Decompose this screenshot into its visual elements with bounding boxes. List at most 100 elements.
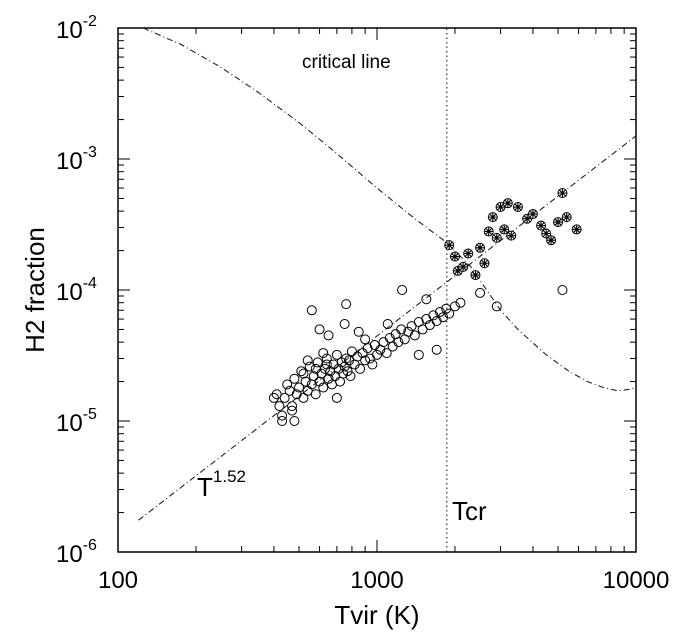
star-cross bbox=[453, 266, 462, 275]
data-point-circle bbox=[355, 363, 366, 374]
star-cross bbox=[503, 199, 512, 208]
data-point-circle bbox=[331, 349, 342, 360]
data-point-circle bbox=[369, 340, 380, 351]
data-point-circle bbox=[387, 341, 398, 352]
data-point-circle bbox=[365, 353, 376, 364]
data-point-star bbox=[479, 258, 490, 269]
chart-points bbox=[268, 188, 582, 426]
star-cross bbox=[471, 271, 480, 280]
data-point-circle bbox=[274, 401, 285, 412]
data-point-star bbox=[561, 212, 572, 223]
star-cross bbox=[492, 233, 501, 242]
data-point-circle bbox=[339, 319, 350, 330]
data-point-star bbox=[458, 261, 469, 272]
y-tick-base: 10 bbox=[56, 410, 83, 437]
data-point-circle bbox=[409, 330, 420, 341]
data-point-circle bbox=[341, 299, 352, 310]
data-point-circle bbox=[279, 392, 290, 403]
star-cross bbox=[464, 249, 473, 258]
data-point-circle bbox=[318, 382, 329, 393]
data-point-circle bbox=[321, 359, 332, 370]
star-cross bbox=[488, 213, 497, 222]
star-cross bbox=[558, 189, 567, 198]
data-point-circle bbox=[312, 357, 323, 368]
data-point-circle bbox=[367, 359, 378, 370]
data-point-circle bbox=[413, 349, 424, 360]
data-point-circle bbox=[310, 389, 321, 400]
data-point-circle bbox=[304, 361, 315, 372]
data-point-circle bbox=[428, 310, 439, 321]
data-point-circle bbox=[396, 324, 407, 335]
star-cross bbox=[480, 259, 489, 268]
y-tick-base: 10 bbox=[56, 148, 83, 175]
data-point-circle bbox=[353, 326, 364, 337]
data-point-circle bbox=[289, 416, 300, 426]
critical-line-label: critical line bbox=[302, 52, 391, 73]
y-tick-exponent: -5 bbox=[83, 406, 97, 423]
data-point-circle bbox=[431, 344, 442, 355]
star-cross bbox=[496, 203, 505, 212]
y-tick-label: 10-4 bbox=[56, 275, 97, 306]
data-point-circle bbox=[271, 389, 282, 400]
data-point-circle bbox=[417, 324, 428, 335]
data-point-circle bbox=[352, 351, 363, 362]
data-point-circle bbox=[384, 333, 395, 344]
data-point-circle bbox=[323, 330, 334, 341]
data-point-star bbox=[546, 235, 557, 246]
data-point-circle bbox=[372, 349, 382, 360]
data-point-circle bbox=[287, 405, 298, 416]
star-cross bbox=[450, 252, 459, 261]
data-point-circle bbox=[360, 334, 371, 345]
data-point-circle bbox=[378, 337, 389, 348]
data-point-circle bbox=[287, 401, 298, 412]
x-tick-label: 10000 bbox=[603, 567, 670, 594]
data-point-star bbox=[491, 232, 502, 243]
power-law-label: T1.52 bbox=[197, 467, 246, 502]
data-point-circle bbox=[310, 363, 321, 374]
data-point-circle bbox=[421, 294, 432, 305]
star-cross bbox=[459, 262, 468, 271]
data-point-star bbox=[512, 202, 523, 213]
critical-line bbox=[142, 27, 637, 392]
data-point-circle bbox=[557, 285, 568, 295]
y-tick-exponent: -3 bbox=[83, 144, 97, 161]
y-tick-label: 10-5 bbox=[56, 406, 97, 437]
data-point-star bbox=[499, 224, 510, 235]
data-point-circle bbox=[444, 308, 455, 319]
data-point-circle bbox=[302, 355, 313, 366]
data-point-star bbox=[536, 220, 547, 231]
power-law-base: T bbox=[197, 472, 213, 502]
y-tick-base: 10 bbox=[56, 541, 83, 568]
data-point-circle bbox=[331, 392, 342, 403]
y-tick-base: 10 bbox=[56, 17, 83, 44]
data-point-star bbox=[541, 228, 552, 239]
data-point-circle bbox=[314, 324, 325, 335]
data-point-circle bbox=[475, 287, 486, 298]
data-point-star bbox=[487, 212, 498, 223]
data-point-circle bbox=[318, 348, 329, 359]
data-point-circle bbox=[381, 348, 392, 359]
x-axis-label: Tvir (K) bbox=[334, 600, 419, 630]
data-point-circle bbox=[434, 306, 445, 317]
data-point-circle bbox=[397, 285, 408, 295]
y-tick-exponent: -4 bbox=[83, 275, 97, 292]
data-point-circle bbox=[341, 353, 352, 364]
data-point-circle bbox=[323, 373, 334, 384]
data-point-circle bbox=[289, 373, 300, 384]
data-point-star bbox=[557, 188, 568, 199]
data-point-circle bbox=[314, 376, 325, 387]
data-point-circle bbox=[438, 312, 449, 323]
star-cross bbox=[513, 203, 522, 212]
data-point-star bbox=[449, 251, 460, 262]
data-point-star bbox=[470, 270, 481, 281]
data-point-circle bbox=[321, 353, 332, 364]
data-point-circle bbox=[382, 319, 393, 330]
star-cross bbox=[562, 213, 571, 222]
y-tick-label: 10-3 bbox=[56, 144, 97, 175]
data-point-star bbox=[571, 224, 582, 235]
data-point-circle bbox=[449, 301, 460, 312]
data-point-star bbox=[553, 217, 564, 228]
x-tick-label: 100 bbox=[98, 567, 138, 594]
data-point-circle bbox=[306, 305, 317, 316]
